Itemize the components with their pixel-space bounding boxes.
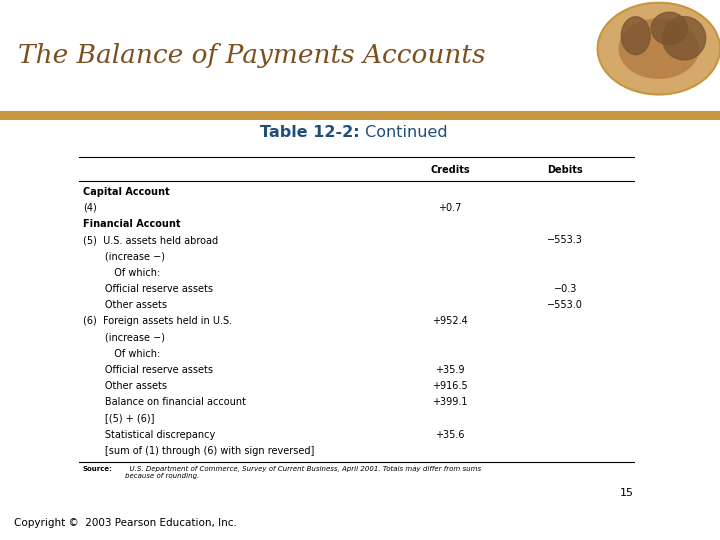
Text: Official reserve assets: Official reserve assets <box>83 284 213 294</box>
Text: Official reserve assets: Official reserve assets <box>83 365 213 375</box>
Text: The Balance of Payments Accounts: The Balance of Payments Accounts <box>18 43 485 68</box>
Text: (5)  U.S. assets held abroad: (5) U.S. assets held abroad <box>83 235 218 245</box>
Polygon shape <box>662 17 706 60</box>
Text: Credits: Credits <box>430 165 470 175</box>
Text: (4): (4) <box>83 203 96 213</box>
Text: Source:: Source: <box>83 466 112 472</box>
Text: +35.6: +35.6 <box>436 430 464 440</box>
Polygon shape <box>619 19 698 78</box>
Polygon shape <box>598 3 720 94</box>
Polygon shape <box>651 12 687 45</box>
Text: −0.3: −0.3 <box>554 284 577 294</box>
Text: Other assets: Other assets <box>83 381 167 391</box>
Text: Financial Account: Financial Account <box>83 219 180 229</box>
Text: [sum of (1) through (6) with sign reversed]: [sum of (1) through (6) with sign revers… <box>83 446 314 456</box>
Text: +0.7: +0.7 <box>438 203 462 213</box>
Text: Copyright ©  2003 Pearson Education, Inc.: Copyright © 2003 Pearson Education, Inc. <box>14 518 238 528</box>
Text: (6)  Foreign assets held in U.S.: (6) Foreign assets held in U.S. <box>83 316 232 326</box>
Text: 15: 15 <box>620 488 634 498</box>
Text: Table 12-2:: Table 12-2: <box>261 125 360 140</box>
Text: +952.4: +952.4 <box>432 316 468 326</box>
Text: (increase −): (increase −) <box>83 252 165 261</box>
Text: Of which:: Of which: <box>83 268 160 278</box>
Text: (increase −): (increase −) <box>83 333 165 342</box>
Text: Capital Account: Capital Account <box>83 187 169 197</box>
Text: +916.5: +916.5 <box>432 381 468 391</box>
Text: Continued: Continued <box>360 125 448 140</box>
Text: Other assets: Other assets <box>83 300 167 310</box>
Bar <box>0 111 720 120</box>
Text: Debits: Debits <box>547 165 583 175</box>
Text: +399.1: +399.1 <box>432 397 468 407</box>
Text: U.S. Department of Commerce, Survey of Current Business, April 2001. Totals may : U.S. Department of Commerce, Survey of C… <box>125 466 481 479</box>
Text: Statistical discrepancy: Statistical discrepancy <box>83 430 215 440</box>
Text: Balance on financial account: Balance on financial account <box>83 397 246 407</box>
Text: +35.9: +35.9 <box>436 365 464 375</box>
Text: −553.0: −553.0 <box>547 300 583 310</box>
Polygon shape <box>621 17 650 55</box>
Text: −553.3: −553.3 <box>547 235 583 245</box>
Text: [(5) + (6)]: [(5) + (6)] <box>83 414 154 423</box>
Text: Of which:: Of which: <box>83 349 160 359</box>
